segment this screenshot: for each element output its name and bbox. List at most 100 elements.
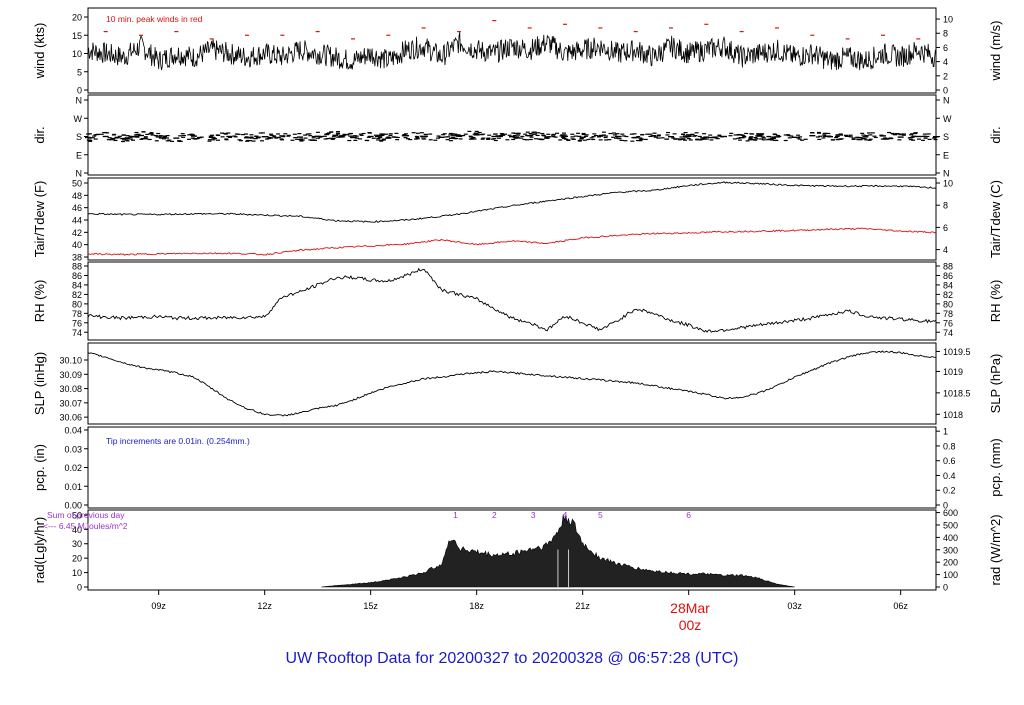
right-tick-label: 74 xyxy=(943,328,953,338)
x-tick-label: 03z xyxy=(787,601,802,611)
left-tick-label: 30.07 xyxy=(59,398,82,408)
rad-marker-label: 5 xyxy=(598,510,603,520)
left-tick-label: S xyxy=(76,132,82,142)
left-tick-label: 10 xyxy=(72,49,82,59)
left-tick-label: 82 xyxy=(72,290,82,300)
left-tick-label: 40 xyxy=(72,525,82,535)
rad-marker-label: 3 xyxy=(531,510,536,520)
right-tick-label: 86 xyxy=(943,271,953,281)
left-tick-label: 80 xyxy=(72,299,82,309)
x-tick-label: 06z xyxy=(893,601,908,611)
right-tick-label: 1018 xyxy=(943,410,963,420)
panel-pcp: 0.00 0.01 0.02 0.03 0.04 0 0.2 0.4 0.6 0.8 1 pcp. (… xyxy=(32,426,1003,511)
ylabel-left: dir. xyxy=(32,126,47,143)
left-tick-label: 48 xyxy=(72,191,82,201)
ylabel-right: dir. xyxy=(988,126,1003,143)
left-tick-label: 74 xyxy=(72,328,82,338)
right-tick-label: 88 xyxy=(943,262,953,272)
panel-note: 10 min. peak winds in red xyxy=(106,14,203,24)
left-tick-label: 46 xyxy=(72,203,82,213)
right-tick-label: S xyxy=(943,132,949,142)
right-tick-label: 10 xyxy=(943,15,953,25)
ylabel-right: rad (W/m^2) xyxy=(988,514,1003,585)
x-tick-label: 15z xyxy=(363,601,378,611)
right-tick-label: 0.4 xyxy=(943,471,956,481)
left-tick-label: 5 xyxy=(77,67,82,77)
right-tick-label: 0 xyxy=(943,501,948,511)
left-tick-label: 30.08 xyxy=(59,384,82,394)
left-tick-label: 78 xyxy=(72,309,82,319)
right-tick-label: 100 xyxy=(943,570,958,580)
panel-frame xyxy=(87,94,937,176)
day-marker-date: 28Mar xyxy=(670,600,710,616)
ylabel-left: wind (kts) xyxy=(32,23,47,80)
left-tick-label: W xyxy=(74,114,83,124)
left-tick-label: 0.03 xyxy=(64,444,82,454)
left-tick-label: 20 xyxy=(72,554,82,564)
rad-note-line-2: <--- 6.45 MJoules/m^2 xyxy=(43,521,128,531)
left-tick-label: 0.02 xyxy=(64,463,82,473)
ylabel-right: pcp. (mm) xyxy=(988,438,1003,497)
left-tick-label: 15 xyxy=(72,31,82,41)
left-tick-label: 30.06 xyxy=(59,413,82,423)
left-tick-label: 0 xyxy=(77,583,82,593)
right-tick-label: N xyxy=(943,96,950,106)
right-tick-label: 300 xyxy=(943,545,958,555)
rad-marker-label: 1 xyxy=(453,510,458,520)
left-tick-label: 44 xyxy=(72,216,82,226)
rad-note-line-1: Sum of previous day xyxy=(47,510,125,520)
right-tick-label: 0.2 xyxy=(943,486,956,496)
right-tick-label: 6 xyxy=(943,223,948,233)
right-tick-label: 76 xyxy=(943,318,953,328)
rad-marker-label: 4 xyxy=(563,510,568,520)
panel-wind: 0 5 10 15 20 0 2 4 6 8 10 wind (kts) wind (m/s) 10 mi… xyxy=(32,7,1003,96)
series-slp xyxy=(87,350,937,417)
right-tick-label: 1019 xyxy=(943,367,963,377)
right-tick-label: 2 xyxy=(943,71,948,81)
day-marker-hour: 00z xyxy=(678,617,702,633)
right-tick-label: 0 xyxy=(943,583,948,593)
left-tick-label: N xyxy=(76,169,83,179)
right-tick-label: N xyxy=(943,169,950,179)
left-tick-label: 86 xyxy=(72,271,82,281)
right-tick-label: 8 xyxy=(943,29,948,39)
left-tick-label: 76 xyxy=(72,318,82,328)
ylabel-left: rad(Lgly/hr) xyxy=(32,517,47,583)
panel-slp: 30.06 30.07 30.08 30.09 30.10 1018 1018.5 1019 1… xyxy=(32,342,1003,425)
panel-frame xyxy=(87,7,937,94)
left-tick-label: 50 xyxy=(72,179,82,189)
left-tick-label: 0.04 xyxy=(64,426,82,436)
ylabel-right: wind (m/s) xyxy=(988,21,1003,82)
left-tick-label: 0.01 xyxy=(64,482,82,492)
right-tick-label: 4 xyxy=(943,57,948,67)
x-tick-label: 12z xyxy=(257,601,272,611)
x-tick-label: 09z xyxy=(151,601,166,611)
right-tick-label: 200 xyxy=(943,558,958,568)
right-tick-label: 0.6 xyxy=(943,456,956,466)
x-tick-label: 21z xyxy=(575,601,590,611)
right-tick-label: E xyxy=(943,150,949,160)
ylabel-right: SLP (hPa) xyxy=(988,354,1003,414)
right-tick-label: 10 xyxy=(943,179,953,189)
x-axis: 09z 12z 15z 18z 21z 03z 06z xyxy=(151,590,908,611)
ylabel-right: RH (%) xyxy=(988,280,1003,323)
right-tick-label: 80 xyxy=(943,299,953,309)
left-tick-label: 20 xyxy=(72,13,82,23)
rad-marker-label: 6 xyxy=(686,510,691,520)
ylabel-right: Tair/Tdew (C) xyxy=(988,180,1003,258)
left-tick-label: 38 xyxy=(72,253,82,263)
left-tick-label: N xyxy=(76,96,83,106)
right-tick-label: 82 xyxy=(943,290,953,300)
series-temp-tair xyxy=(87,181,937,223)
series-wind xyxy=(87,32,937,71)
right-tick-label: 0 xyxy=(943,86,948,96)
right-tick-label: 0.8 xyxy=(943,441,956,451)
right-tick-label: 78 xyxy=(943,309,953,319)
day-marker: 28Mar 00z xyxy=(640,600,740,634)
right-tick-label: 500 xyxy=(943,520,958,530)
left-tick-label: 50 xyxy=(72,510,82,520)
